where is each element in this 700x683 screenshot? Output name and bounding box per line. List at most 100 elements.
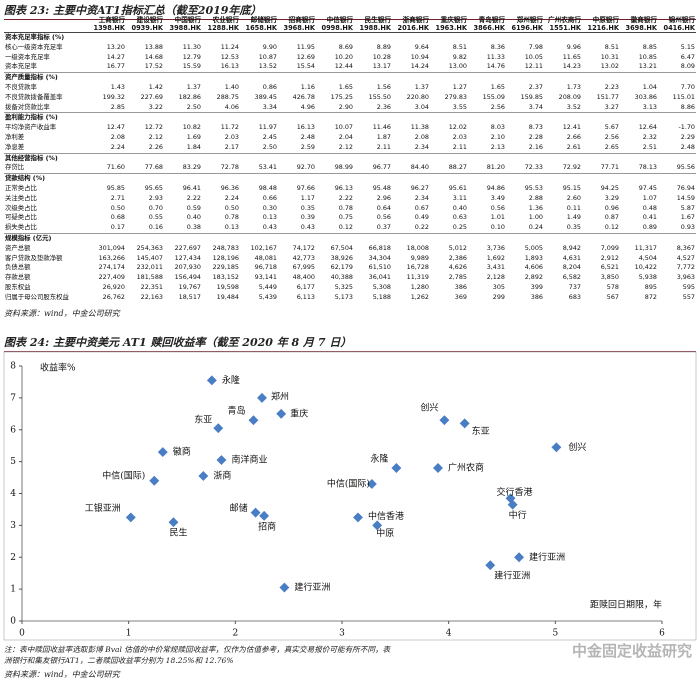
cell: 6,113 [296,292,315,301]
cell: 26,920 [102,282,125,291]
cell: 3.11 [452,193,467,202]
cell: 10.28 [372,52,391,61]
cell: 227.69 [140,92,163,101]
cell: 61,510 [368,263,391,272]
cell: 2,912 [600,253,619,262]
cell: 389.45 [254,92,277,101]
data-point [279,582,290,593]
cell: 0.68 [110,213,125,222]
cell: 0.66 [262,193,277,202]
cell: 683 [568,292,581,301]
cell: 96,718 [254,263,277,272]
cell: 3.13 [642,102,657,111]
y-tick-label: 5 [10,457,16,467]
x-tick-label: 1 [126,629,132,639]
bank-code: 3698.HK [625,24,658,32]
cell: 11.30 [182,42,201,51]
cell: 227,409 [98,273,125,282]
cell: 81.20 [486,163,505,172]
point-label: 建行亚洲 [294,581,330,593]
cell: 1.04 [642,82,657,91]
cell: 74,172 [292,243,315,252]
cell: 4.06 [224,102,239,111]
cell: 62,179 [330,263,353,272]
cell: 2.93 [148,193,163,202]
cell: 18,517 [178,292,201,301]
cell: 3,850 [600,273,619,282]
cell: 92.70 [296,163,315,172]
cell: 10.87 [258,52,277,61]
cell: 1.27 [452,82,467,91]
data-point [125,512,136,523]
cell: 1.07 [642,193,657,202]
bank-name: 中原银行 [592,16,619,24]
cell: 11.65 [562,52,581,61]
bank-code: 1398.HK [93,24,126,32]
cell: 2.96 [376,193,391,202]
cell: 15.59 [182,62,201,71]
cell: 1,262 [410,292,429,301]
data-point [485,560,496,571]
cell: 0.43 [262,223,277,232]
bank-code: 0998.HK [321,24,354,32]
source: 资料来源：wind，中金公司研究 [4,309,120,318]
column-header: 中国银行 3988.HK [164,16,202,33]
column-header: 中信银行 0998.HK [316,16,354,33]
row-label: 客户贷款及垫款净额 [5,253,63,262]
cell: 1.01 [490,213,505,222]
row-label: 核心一级资本充足率 [5,42,63,51]
cell: 0.13 [224,223,239,232]
cell: 0.11 [566,203,581,212]
section-title: 盈利能力指标 (%) [4,112,696,124]
cell: 13.52 [258,62,277,71]
cell: 19,598 [216,282,239,291]
cell: -1.70 [678,123,695,132]
cell: 3,736 [486,243,505,252]
cell: 2.29 [680,132,695,141]
cell: 12.64 [638,123,657,132]
cell: 12.72 [144,123,163,132]
cell: 0.63 [452,213,467,222]
bank-code: 1988.HK [359,24,392,32]
data-row: 不良贷款拨备覆盖率 199.32 227.69 182.86 288.75 389.45 4… [4,93,696,103]
point-label: 交行香港 [497,486,533,498]
cell: 16.13 [220,62,239,71]
cell: 19,767 [178,282,201,291]
cell: 2.34 [414,142,429,151]
bank-name: 民生银行 [364,16,391,24]
chart-frame [3,351,697,641]
data-row: 净利差 2.08 2.12 1.69 2.03 2.45 2.48 2.04 1.87 2.08 2… [4,133,696,143]
section-row: 资产质量指标 (%) [4,72,696,83]
cell: 4.96 [300,102,315,111]
point-label: 浙商 [213,469,231,481]
cell: 11.72 [220,123,239,132]
data-row: 可疑类占比 0.68 0.55 0.40 0.78 0.13 0.39 0.75 0.56 0.4… [4,213,696,223]
cell: 274,174 [98,263,125,272]
cell: 299 [492,292,505,301]
cell: 84.40 [410,163,429,172]
data-row: 拨备对贷款比率 2.85 3.22 2.50 4.06 3.34 4.96 2.90 2.36 3… [4,103,696,113]
cell: 14.59 [676,193,695,202]
cell: 22,163 [140,292,163,301]
bank-name: 农业银行 [212,16,239,24]
cell: 17.52 [144,62,163,71]
x-tick-label: 0 [19,629,25,639]
watermark: 中金固定收益研究 [571,642,692,660]
cell: 2.50 [186,102,201,111]
data-point [372,520,383,531]
bank-code: 2016.HK [397,24,430,32]
cell: 7.98 [528,42,543,51]
cell: 42,773 [292,253,315,262]
cell: 14.27 [106,52,125,61]
cell: 95.53 [524,183,543,192]
bank-name: 招商银行 [288,16,315,24]
cell: 14.24 [410,62,429,71]
cell: 595 [682,282,695,291]
cell: 0.50 [110,203,125,212]
cell: 2.56 [604,132,619,141]
cell: 3.04 [414,102,429,111]
cell: 0.49 [414,213,429,222]
cell: 145,407 [136,253,163,262]
cell: 0.86 [262,82,277,91]
cell: 301,094 [98,243,125,252]
